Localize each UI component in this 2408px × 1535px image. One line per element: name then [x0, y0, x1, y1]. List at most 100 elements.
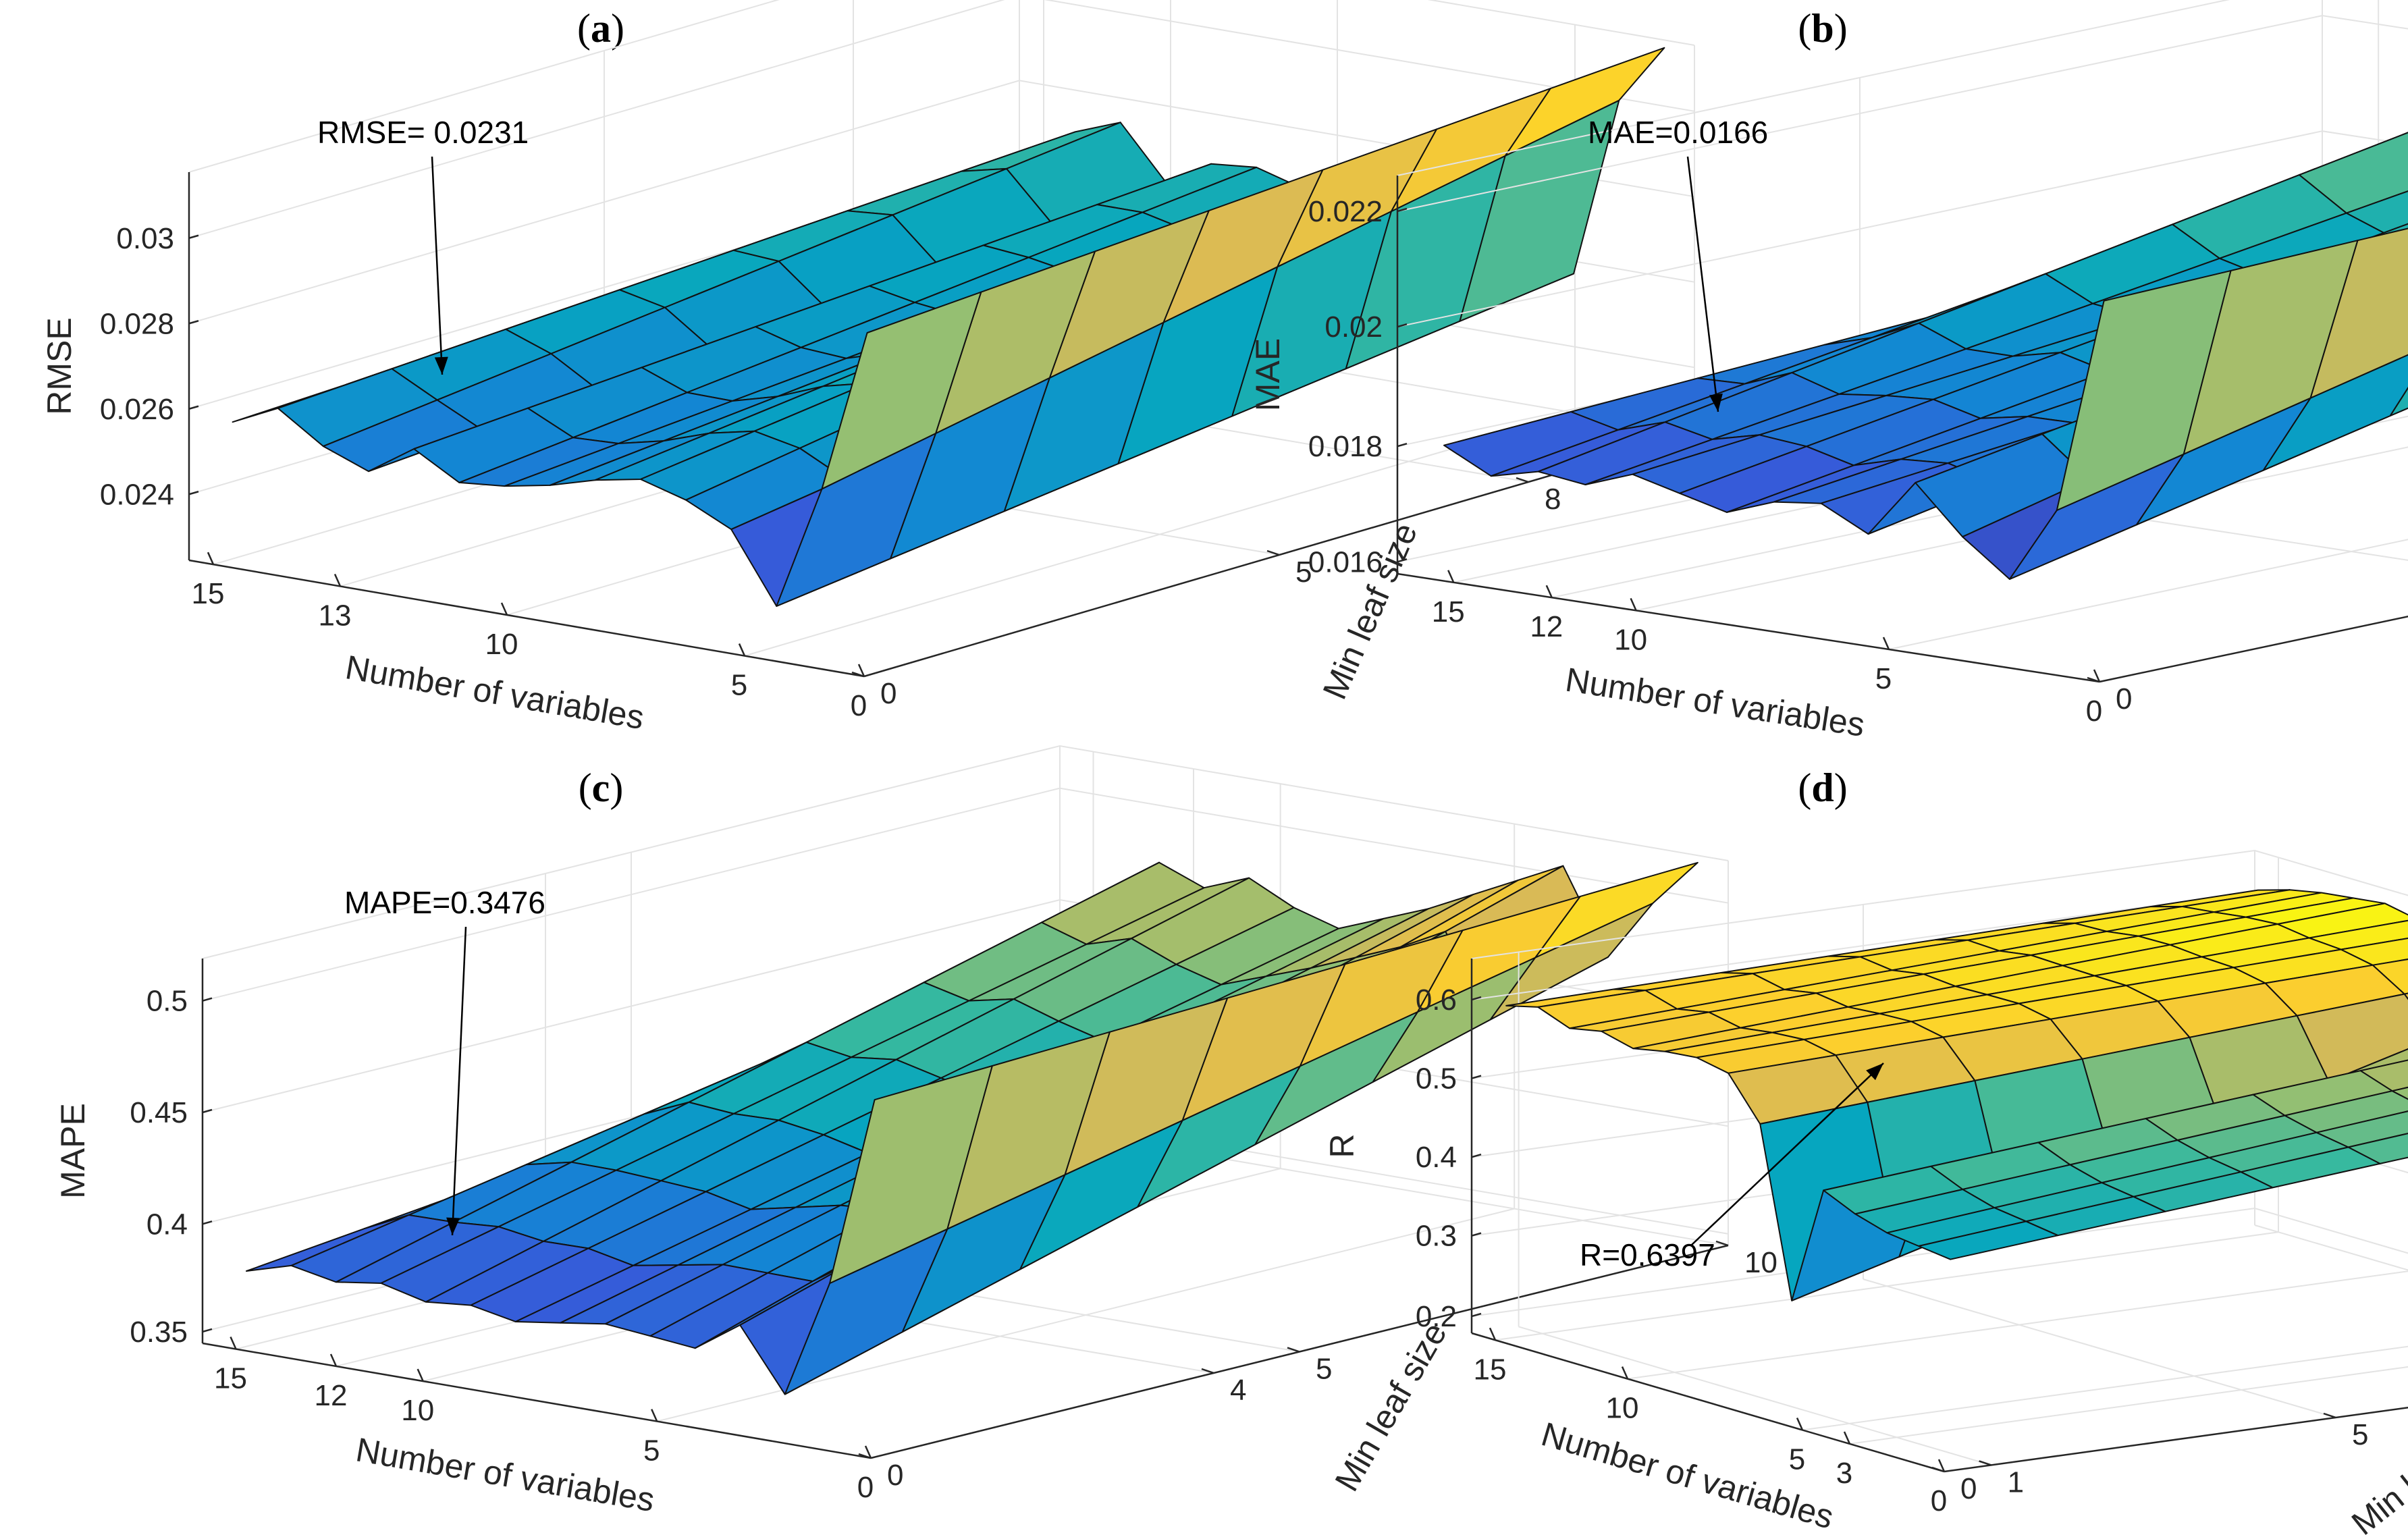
y-tick-label: 0: [880, 677, 897, 710]
z-tick-label: 0.4: [146, 1208, 188, 1241]
annotation-text: MAPE=0.3476: [344, 885, 545, 920]
x-axis-label: Number of variables: [353, 1430, 657, 1519]
z-tick-label: 0.018: [1308, 430, 1383, 463]
annotation-arrow: [1686, 156, 1719, 412]
annotation-text: MAE=0.0166: [1588, 115, 1768, 150]
x-ticks: 15 13 10 5 0: [192, 551, 867, 722]
panel-a: (a) 0.024 0.026 0.028 0.03 15 13 10 5 00 5 8 10 RMSE N…: [41, 0, 1744, 736]
y-tick-label: 0: [2116, 682, 2132, 716]
panel-c: (c) 0.35 0.4 0.45 0.5 15 12 10 5 0 0 4 5 10 MAPE Number…: [54, 745, 1777, 1519]
z-ticks: 0.016 0.018 0.02 0.022: [1308, 195, 1408, 578]
annotation-arrow: [431, 156, 444, 375]
panel-label: (d): [1798, 765, 1847, 810]
z-tick-label: 0.028: [100, 307, 174, 340]
x-tick-label: 5: [1875, 662, 1892, 695]
annotation-arrow: [1690, 1062, 1884, 1246]
z-tick-label: 0.022: [1308, 195, 1383, 228]
y-tick-label: 5: [2352, 1418, 2368, 1451]
x-tick-label: 10: [1606, 1392, 1639, 1425]
z-ticks: 0.024 0.026 0.028 0.03: [100, 222, 199, 511]
x-axis-label: Number of variables: [343, 648, 647, 736]
x-tick-label: 3: [1836, 1457, 1852, 1490]
z-tick-label: 0.024: [100, 478, 174, 511]
x-tick-label: 13: [319, 599, 352, 632]
x-tick-label: 15: [192, 577, 225, 610]
x-tick-label: 0: [857, 1471, 874, 1504]
z-tick-label: 0.3: [1416, 1220, 1457, 1253]
z-tick-label: 0.4: [1416, 1141, 1457, 1174]
y-tick-label: 10: [1744, 1246, 1777, 1279]
x-tick-label: 15: [214, 1362, 247, 1395]
x-tick-label: 12: [1530, 610, 1563, 643]
annotation: MAE=0.0166: [1588, 115, 1768, 412]
surface: [246, 861, 1698, 1395]
z-tick-label: 0.5: [146, 985, 188, 1018]
y-ticks: 01510: [1931, 1412, 2368, 1505]
axis-lines: [1396, 176, 2408, 683]
arrow-head: [434, 356, 448, 375]
annotation-arrow: [451, 926, 467, 1236]
z-ticks: 0.35 0.4 0.45 0.5: [130, 985, 213, 1349]
x-tick-label: 12: [315, 1379, 348, 1412]
annotation-text: RMSE= 0.0231: [317, 115, 529, 150]
surface: [232, 47, 1665, 607]
x-tick-label: 15: [1432, 595, 1465, 628]
y-ticks: 0510: [2087, 676, 2132, 716]
annotation: R=0.6397: [1580, 1062, 1884, 1272]
y-axis-label: Min leaf size: [1328, 1316, 1454, 1498]
y-tick-label: 0: [1960, 1472, 1977, 1505]
z-tick-label: 0.6: [1416, 984, 1457, 1017]
z-tick-label: 0.026: [100, 393, 174, 426]
z-tick-label: 0.2: [1416, 1300, 1457, 1333]
surface: [1505, 889, 2408, 1301]
z-axis-label: RMSE: [41, 317, 78, 414]
x-ticks: 15 12 10 5 0: [1432, 570, 2102, 728]
y-tick-label: 0: [887, 1459, 903, 1492]
surface-patch: [821, 291, 982, 490]
y-tick-label: 4: [1230, 1374, 1246, 1407]
annotation: RMSE= 0.0231: [317, 115, 529, 375]
x-tick-label: 10: [401, 1394, 434, 1427]
y-tick-label: 5: [1316, 1353, 1332, 1386]
z-axis-label: MAPE: [54, 1103, 92, 1199]
x-tick-label: 15: [1474, 1353, 1507, 1386]
panel-label: (a): [577, 6, 624, 51]
x-tick-label: 10: [485, 628, 518, 661]
z-axis-label: R: [1323, 1133, 1361, 1158]
z-tick-label: 0.016: [1308, 545, 1383, 578]
x-tick-label: 5: [643, 1434, 660, 1467]
surface-patch: [2391, 1086, 2408, 1100]
z-tick-label: 0.03: [116, 222, 174, 255]
z-tick-label: 0.02: [1325, 311, 1383, 344]
x-tick-label: 0: [851, 689, 867, 722]
y-ticks: 0 4 5 10: [858, 1240, 1777, 1492]
y-tick-label: 5: [1295, 556, 1312, 589]
z-tick-label: 0.5: [1416, 1062, 1457, 1096]
panel-d: (d)0.20.30.40.50.6151053001510RNumber of…: [1323, 765, 2408, 1535]
y-axis-label: Min leaf size: [2345, 1396, 2408, 1535]
annotation: MAPE=0.3476: [344, 885, 545, 1236]
y-tick-label: 1: [2008, 1465, 2024, 1499]
x-tick-label: 10: [1614, 623, 1647, 656]
surface-patch: [1918, 1220, 2059, 1260]
z-ticks: 0.2 0.3 0.4 0.5 0.6: [1416, 984, 1482, 1333]
x-tick-label: 5: [731, 669, 747, 702]
panel-b: (b) 0.016 0.018 0.02 0.022 15 12 10 5 00510 MAE Num…: [1249, 0, 2408, 744]
surface-patch: [829, 1065, 993, 1285]
x-tick-label: 0: [2086, 695, 2102, 728]
arrow-head: [1866, 1063, 1883, 1081]
arrow-head: [446, 1217, 460, 1235]
z-axis-label: MAE: [1249, 338, 1287, 411]
x-tick-label: 5: [1789, 1443, 1805, 1476]
surface-patch: [2056, 270, 2232, 511]
x-axis-label: Number of variables: [1563, 660, 1867, 743]
z-tick-label: 0.45: [130, 1096, 188, 1129]
panel-label: (b): [1798, 6, 1847, 51]
surface: [1443, 132, 2408, 580]
x-ticks: 15 12 10 5 0: [214, 1336, 874, 1504]
arrow-head: [1709, 394, 1723, 412]
panel-label: (c): [579, 765, 624, 810]
x-ticks: 15 10 5 3 0: [1474, 1327, 1947, 1517]
z-tick-label: 0.35: [130, 1316, 188, 1349]
